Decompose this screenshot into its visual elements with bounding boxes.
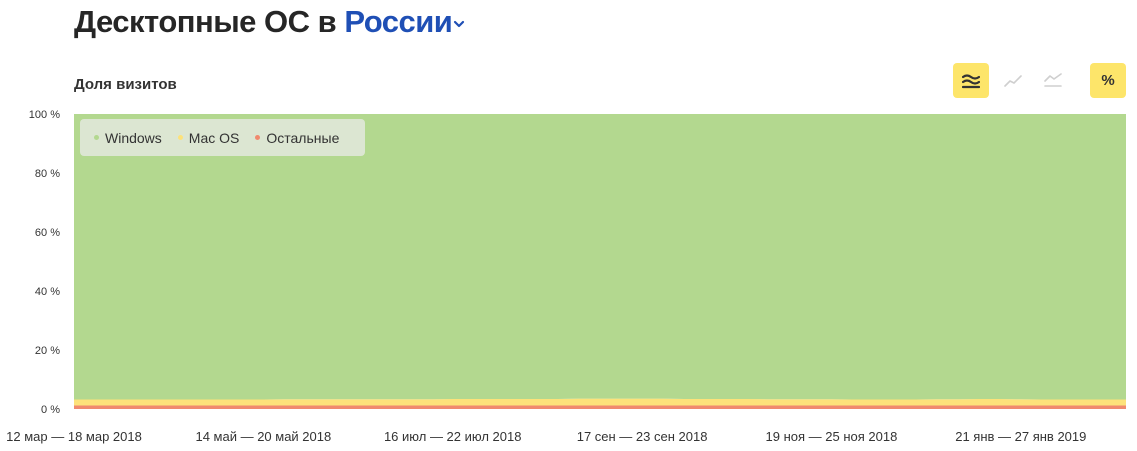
y-tick-label: 20 % <box>35 345 60 357</box>
stacked-line-mode-button[interactable] <box>1035 63 1071 98</box>
stacked-area-mode-button[interactable] <box>953 63 989 98</box>
percent-icon: % <box>1101 72 1115 89</box>
legend-item[interactable]: Windows <box>94 130 162 146</box>
area-series-2 <box>74 114 1126 400</box>
y-tick-label: 0 % <box>41 404 60 416</box>
stacked-area-icon <box>962 73 980 88</box>
chart-legend: Windows Mac OS Остальные <box>80 119 365 156</box>
x-tick-label: 19 ноя — 25 ноя 2018 <box>766 429 898 444</box>
legend-label: Windows <box>105 129 162 146</box>
percent-mode-button[interactable]: % <box>1090 63 1126 98</box>
chevron-down-icon <box>454 20 465 27</box>
legend-dot-icon <box>177 135 183 140</box>
stacked-line-icon <box>1044 72 1062 87</box>
chart-subtitle: Доля визитов <box>74 76 177 93</box>
area-series-1 <box>74 398 1126 406</box>
legend-dot-icon <box>255 135 261 140</box>
y-tick-label: 40 % <box>35 286 60 298</box>
y-tick-label: 60 % <box>35 227 60 239</box>
legend-dot-icon <box>94 135 99 140</box>
title-prefix: Десктопные ОС в <box>74 4 345 39</box>
page-title: Десктопные ОС в России <box>74 4 465 40</box>
x-tick-label: 16 июл — 22 июл 2018 <box>384 429 522 444</box>
y-tick-label: 100 % <box>29 109 60 121</box>
y-tick-label: 80 % <box>35 168 60 180</box>
stacked-area-chart: 100 % 80 % 60 % 40 % 20 % 0 % 12 мар — 18 мар … <box>6 109 1126 444</box>
legend-label: Mac OS <box>188 129 240 146</box>
line-chart-icon <box>1004 74 1022 87</box>
legend-label: Остальные <box>266 129 340 146</box>
x-tick-label: 14 май — 20 май 2018 <box>195 429 331 444</box>
x-tick-label: 17 сен — 23 сен 2018 <box>577 429 708 444</box>
line-mode-button[interactable] <box>995 63 1031 98</box>
legend-item[interactable]: Остальные <box>255 130 339 146</box>
legend-item[interactable]: Mac OS <box>177 129 240 146</box>
region-selector[interactable]: России <box>344 4 465 39</box>
area-series-0 <box>74 405 1126 409</box>
region-label: России <box>344 4 453 39</box>
x-tick-label: 21 янв — 27 янв 2019 <box>955 429 1086 444</box>
x-tick-label: 12 мар — 18 мар 2018 <box>6 429 142 444</box>
